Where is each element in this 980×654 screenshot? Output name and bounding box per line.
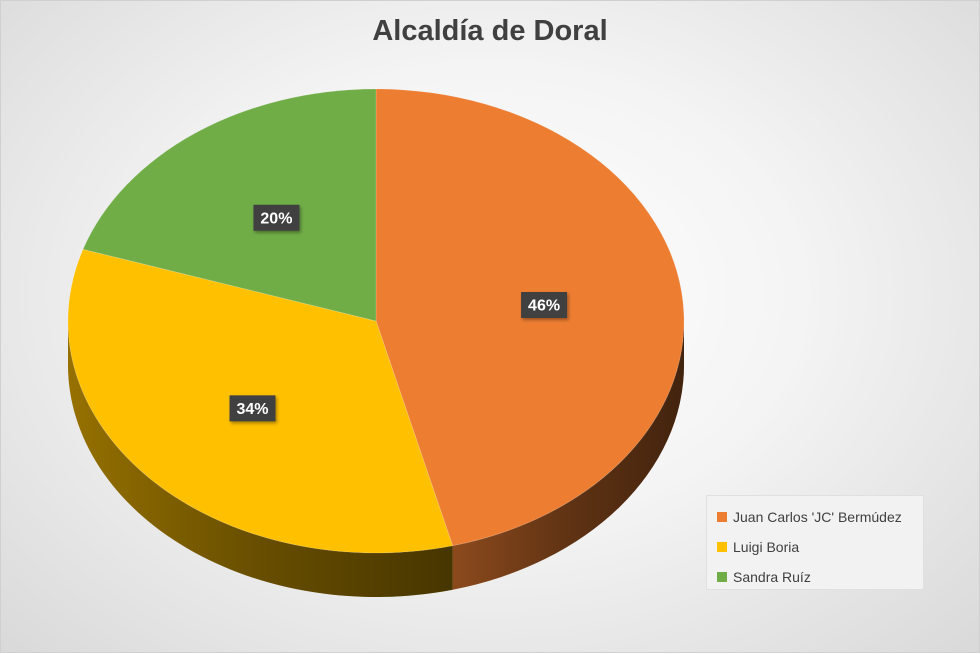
data-label: 46%	[521, 292, 568, 319]
legend-item: Luigi Boria	[717, 532, 923, 562]
data-label-box	[229, 395, 276, 422]
pie-slice-side-shade	[68, 321, 453, 597]
pie-slice	[82, 88, 377, 322]
legend-swatch	[717, 542, 727, 552]
legend: Juan Carlos 'JC' Bermúdez Luigi Boria Sa…	[706, 495, 924, 590]
legend-item: Juan Carlos 'JC' Bermúdez	[717, 502, 923, 532]
chart-title: Alcaldía de Doral	[372, 15, 608, 47]
data-label: 34%	[229, 395, 276, 422]
legend-label: Juan Carlos 'JC' Bermúdez	[733, 509, 902, 525]
data-label-text: 46%	[528, 298, 560, 315]
data-label-text: 34%	[236, 401, 268, 418]
legend-label: Sandra Ruíz	[733, 569, 811, 585]
legend-swatch	[717, 572, 727, 582]
legend-item: Sandra Ruíz	[717, 562, 923, 592]
pie-slice-side-shade	[452, 321, 684, 590]
legend-swatch	[717, 512, 727, 522]
data-label: 20%	[253, 204, 300, 231]
data-label-box	[253, 204, 300, 231]
data-label-box	[521, 292, 568, 319]
data-label-text: 20%	[260, 210, 292, 227]
legend-label: Luigi Boria	[733, 539, 800, 555]
